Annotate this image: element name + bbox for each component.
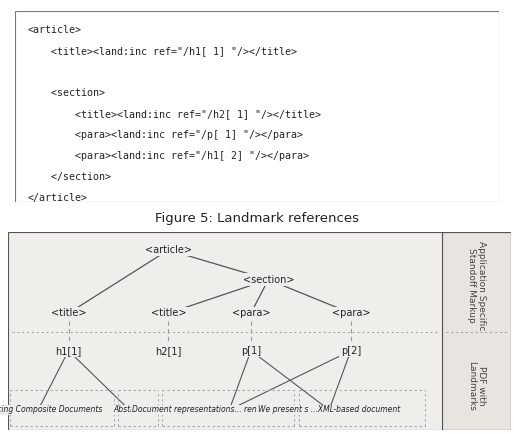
- Text: <article>: <article>: [28, 25, 82, 35]
- Text: h1[1]: h1[1]: [56, 345, 82, 356]
- Text: p[2]: p[2]: [341, 345, 361, 356]
- FancyBboxPatch shape: [15, 11, 499, 202]
- Text: <title><land:inc ref="/h1[ 1] "/></title>: <title><land:inc ref="/h1[ 1] "/></title…: [28, 46, 298, 56]
- Text: <section>: <section>: [28, 88, 105, 98]
- Text: <title>: <title>: [151, 308, 186, 318]
- Text: <section>: <section>: [243, 275, 294, 285]
- Text: <title>: <title>: [51, 308, 86, 318]
- Text: <para>: <para>: [232, 308, 270, 318]
- Text: p[1]: p[1]: [241, 345, 261, 356]
- FancyBboxPatch shape: [8, 232, 442, 430]
- Text: Figure 5: Landmark references: Figure 5: Landmark references: [155, 212, 359, 224]
- Text: </section>: </section>: [28, 172, 112, 182]
- Text: Application Specific
Standoff Markup: Application Specific Standoff Markup: [467, 241, 486, 330]
- Text: Abstract: Abstract: [113, 405, 145, 414]
- Text: Enhancing Composite Documents: Enhancing Composite Documents: [0, 405, 103, 414]
- Text: Document representations... rendering and layout.: Document representations... rendering an…: [132, 405, 326, 414]
- Text: We present s ...XML-based document: We present s ...XML-based document: [258, 405, 400, 414]
- FancyBboxPatch shape: [442, 232, 511, 430]
- Text: h2[1]: h2[1]: [155, 345, 181, 356]
- Text: <para>: <para>: [332, 308, 370, 318]
- Text: <article>: <article>: [145, 245, 192, 255]
- Text: <para><land:inc ref="/h1[ 2] "/></para>: <para><land:inc ref="/h1[ 2] "/></para>: [28, 151, 309, 161]
- Text: <para><land:inc ref="/p[ 1] "/></para>: <para><land:inc ref="/p[ 1] "/></para>: [28, 130, 303, 140]
- Text: <title><land:inc ref="/h2[ 1] "/></title>: <title><land:inc ref="/h2[ 1] "/></title…: [28, 109, 321, 119]
- Text: PDF with
Landmarks: PDF with Landmarks: [467, 361, 486, 411]
- Text: </article>: </article>: [28, 193, 87, 203]
